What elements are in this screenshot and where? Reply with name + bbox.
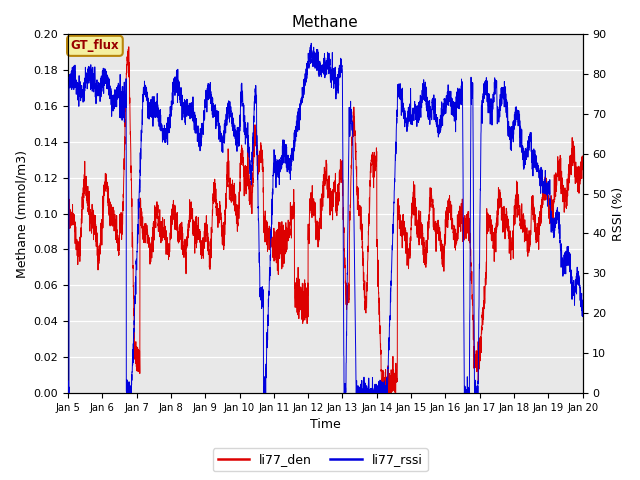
Title: Methane: Methane xyxy=(292,15,358,30)
Y-axis label: RSSI (%): RSSI (%) xyxy=(612,186,625,240)
Y-axis label: Methane (mmol/m3): Methane (mmol/m3) xyxy=(15,150,28,277)
X-axis label: Time: Time xyxy=(310,419,340,432)
Legend: li77_den, li77_rssi: li77_den, li77_rssi xyxy=(212,448,428,471)
Text: GT_flux: GT_flux xyxy=(70,39,119,52)
